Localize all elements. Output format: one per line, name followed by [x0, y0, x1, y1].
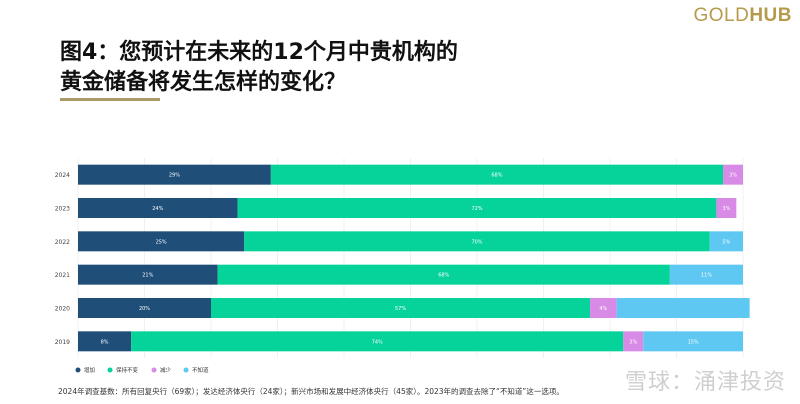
goldhub-logo: GOLDHUB	[693, 5, 792, 27]
bar-segment-2024-2	[723, 164, 743, 185]
data-label-2021-0: 21%	[142, 273, 153, 279]
data-label-2020-1: 57%	[395, 306, 406, 312]
footnote: 2024年调查基数：所有回复央行（69家）；发达经济体央行（24家）；新兴市场和…	[58, 387, 564, 396]
data-label-2023-1: 72%	[471, 206, 482, 212]
bar-segment-2020-1	[211, 298, 591, 318]
logo-gold-text: GOLD	[693, 5, 750, 26]
data-label-2019-2: 3%	[629, 339, 637, 345]
bar-segment-2019-3	[643, 331, 743, 352]
bar-segment-2019-0	[78, 331, 132, 352]
bar-segment-2019-1	[131, 331, 624, 352]
category-label-2023: 2023	[55, 206, 70, 213]
legend-label-3: 不知道	[192, 366, 209, 374]
legend-label-1: 保持不变	[116, 366, 139, 374]
data-label-2024-2: 3%	[729, 173, 737, 179]
title-line-1: 图4：您预计在未来的12个月中贵机构的	[60, 40, 458, 65]
legend-marker-0	[75, 367, 81, 373]
bar-segment-2023-2	[716, 198, 737, 218]
legend-marker-1	[107, 367, 113, 373]
data-label-2023-0: 24%	[152, 206, 163, 212]
data-label-2022-3: 5%	[722, 239, 730, 245]
bar-segment-2022-0	[78, 231, 245, 252]
data-label-2022-0: 25%	[156, 239, 167, 245]
bar-segment-2024-0	[78, 164, 271, 185]
category-label-2024: 2024	[55, 172, 70, 179]
category-label-2021: 2021	[55, 272, 70, 279]
bar-segment-2023-0	[78, 198, 238, 218]
data-label-2019-3: 15%	[688, 339, 699, 345]
bar-segment-2023-1	[237, 198, 717, 218]
category-label-2019: 2019	[55, 339, 70, 346]
legend-marker-2	[151, 367, 157, 373]
data-label-2022-1: 70%	[471, 239, 482, 245]
data-label-2024-0: 29%	[169, 173, 180, 179]
page-title: 图4：您预计在未来的12个月中贵机构的 黄金储备将发生怎样的变化？	[60, 38, 458, 98]
legend-marker-3	[183, 367, 189, 373]
watermark: 雪球：涌津投资	[624, 370, 786, 395]
bar-segment-2019-2	[623, 331, 644, 352]
category-label-2020: 2020	[55, 306, 70, 313]
data-label-2024-1: 68%	[491, 173, 502, 179]
bar-segment-2022-3	[709, 231, 743, 252]
logo-hub-text: HUB	[749, 5, 792, 26]
bar-segment-2020-2	[590, 298, 617, 318]
data-label-2019-1: 74%	[372, 339, 383, 345]
data-label-2020-2: 4%	[599, 306, 607, 312]
title-line-2: 黄金储备将发生怎样的变化？	[60, 70, 347, 95]
data-label-2021-1: 68%	[438, 273, 449, 279]
bar-segment-2021-0	[78, 264, 218, 285]
bar-segment-2021-1	[217, 264, 670, 285]
bar-segment-2021-3	[669, 264, 743, 285]
data-label-2021-3: 11%	[701, 273, 712, 279]
bar-segment-2020-3	[616, 298, 750, 318]
bar-segment-2022-1	[244, 231, 710, 252]
title-underline	[60, 98, 160, 101]
legend-label-2: 减少	[160, 366, 172, 374]
legend-label-0: 增加	[84, 366, 95, 374]
data-label-2020-0: 20%	[139, 306, 150, 312]
category-label-2022: 2022	[55, 239, 70, 246]
data-label-2019-0: 8%	[101, 339, 109, 345]
bar-segment-2020-0	[78, 298, 211, 318]
data-label-2023-2: 3%	[722, 206, 730, 212]
bar-segment-2024-1	[270, 164, 724, 185]
